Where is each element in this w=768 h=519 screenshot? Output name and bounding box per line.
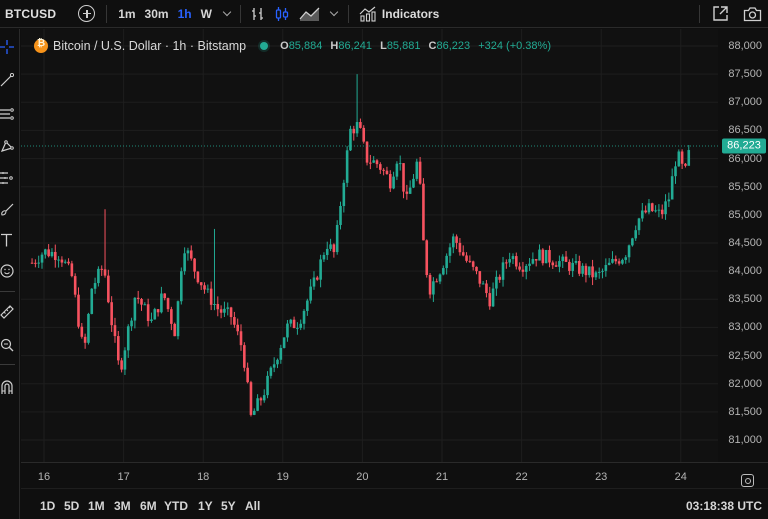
add-symbol-icon[interactable] [78, 5, 96, 22]
candle-style-icon[interactable] [275, 6, 289, 22]
price-scale[interactable]: 88,000 87,500 87,000 86,500 86,000 85,500 85,0… [718, 29, 768, 462]
toolbar-divider [0, 291, 15, 292]
indicators-icon[interactable] [359, 6, 377, 22]
price-tick-label: 86,500 [728, 124, 762, 137]
range-button-1m[interactable]: 1M [88, 499, 105, 513]
timeframe-chevron-down-icon[interactable] [222, 7, 232, 16]
range-button-ytd[interactable]: YTD [164, 499, 188, 513]
price-tick-label: 81,000 [728, 434, 762, 446]
close-label: C [428, 40, 437, 52]
close-value: 86,223 [436, 40, 471, 52]
price-tick-label: 87,000 [728, 96, 762, 109]
open-value: 85,884 [288, 40, 323, 52]
range-button-3m[interactable]: 3M [114, 499, 131, 513]
range-bar: 03:18:38 UTC 1D 5D 1M 3M 6M YTD 1Y 5Y All [21, 488, 768, 519]
ruler-icon[interactable] [0, 304, 14, 320]
high-label: H [330, 40, 339, 52]
bar-style-icon[interactable] [251, 6, 265, 22]
timeframe-w[interactable]: W [200, 6, 212, 21]
toolbar-divider [106, 4, 108, 23]
range-button-6m[interactable]: 6M [140, 499, 157, 513]
timeframe-1m[interactable]: 1m [118, 6, 136, 21]
range-button-all[interactable]: All [245, 499, 261, 513]
time-tick-label: 24 [674, 471, 687, 483]
brush-icon[interactable] [0, 201, 14, 217]
market-open-status-icon [260, 42, 269, 50]
price-tick-label: 87,500 [728, 68, 762, 81]
symbol-search-button[interactable]: BTCUSD [5, 6, 57, 21]
toolbar-divider [0, 364, 15, 365]
open-label: O [280, 40, 289, 52]
range-button-5d[interactable]: 5D [64, 499, 80, 513]
utc-clock[interactable]: 03:18:38 UTC [685, 499, 762, 513]
fib-lines-icon[interactable] [0, 106, 14, 122]
chart-legend: Bitcoin / U.S. Dollar · 1h · Bitstamp O8… [34, 38, 551, 53]
timeframe-1h[interactable]: 1h [177, 6, 192, 21]
candlestick-chart[interactable] [21, 29, 718, 462]
time-tick-label: 22 [515, 471, 528, 483]
price-tick-label: 88,000 [728, 40, 762, 52]
range-button-1d[interactable]: 1D [40, 499, 56, 513]
price-tick-label: 85,000 [728, 208, 762, 221]
time-scale[interactable]: 16 17 18 19 20 21 22 23 24 [21, 462, 768, 488]
trendline-icon[interactable] [0, 72, 14, 88]
price-tick-label: 82,000 [728, 377, 762, 390]
bitcoin-logo-icon [34, 38, 48, 53]
time-tick-label: 23 [595, 471, 608, 483]
time-tick-label: 21 [435, 471, 449, 483]
range-button-5y[interactable]: 5Y [221, 499, 236, 513]
crosshair-icon[interactable] [0, 39, 14, 55]
time-tick-label: 18 [197, 471, 210, 483]
timeframe-30m[interactable]: 30m [144, 6, 169, 21]
time-tick-label: 19 [276, 471, 289, 483]
ohlc-values: O85,884 H86,241 L85,881 C86,223 +324 (+0… [280, 40, 551, 52]
drawing-toolbar [0, 29, 20, 519]
low-value: 85,881 [386, 40, 421, 52]
price-change: +324 (+0.38%) [478, 40, 551, 52]
indicators-button[interactable]: Indicators [381, 6, 440, 21]
chart-pane[interactable] [21, 29, 718, 462]
low-label: L [380, 40, 387, 52]
symbol-title[interactable]: Bitcoin / U.S. Dollar · 1h · Bitstamp [53, 39, 247, 53]
time-tick-label: 20 [356, 471, 369, 483]
toolbar-divider [699, 4, 700, 23]
time-tick-label: 17 [117, 471, 130, 483]
time-tick-label: 16 [37, 471, 51, 483]
emoji-icon[interactable] [0, 263, 14, 279]
range-button-1y[interactable]: 1Y [198, 499, 213, 513]
price-tick-label: 83,000 [728, 321, 762, 334]
high-value: 86,241 [338, 40, 373, 52]
price-tick-label: 85,500 [728, 180, 762, 193]
top-toolbar: BTCUSD 1m 30m 1h W Indicators [0, 0, 768, 28]
magnet-icon[interactable] [0, 379, 14, 395]
prediction-icon[interactable] [0, 170, 14, 186]
area-style-icon[interactable] [299, 6, 321, 22]
text-icon[interactable] [0, 232, 14, 248]
chart-settings-gear-icon[interactable] [741, 474, 754, 487]
camera-icon[interactable] [743, 6, 762, 22]
toolbar-divider [239, 4, 241, 23]
pattern-icon[interactable] [0, 138, 14, 154]
price-tick-label: 82,500 [728, 349, 762, 362]
price-tick-label: 81,500 [728, 405, 762, 418]
price-tick-label: 83,500 [728, 293, 762, 306]
price-tick-label: 84,000 [728, 265, 762, 278]
price-tick-label: 84,500 [728, 237, 762, 249]
last-price-label: 86,223 [722, 138, 766, 154]
price-tick-label: 86,000 [728, 152, 762, 165]
toolbar-divider [347, 4, 349, 23]
fullscreen-icon[interactable] [712, 5, 729, 22]
zoom-icon[interactable] [0, 337, 14, 353]
chart-style-chevron-down-icon[interactable] [329, 7, 339, 16]
